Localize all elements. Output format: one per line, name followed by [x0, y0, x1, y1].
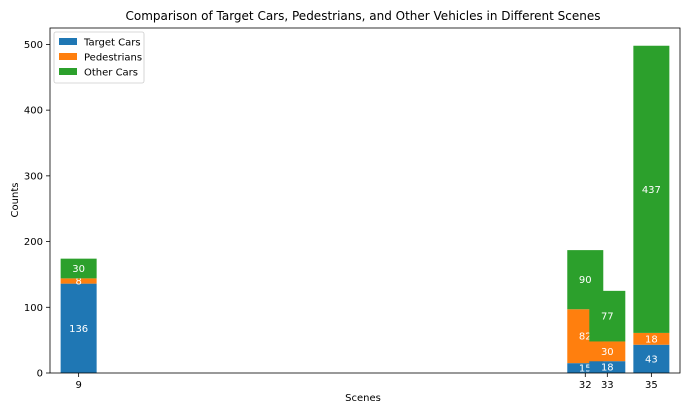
- x-tick-label: 32: [579, 380, 592, 391]
- x-tick-label: 35: [645, 380, 658, 391]
- x-axis-title: Scenes: [345, 393, 381, 404]
- data-label-target-cars-33: 18: [601, 363, 614, 374]
- legend: Target Cars Pedestrians Other Cars: [53, 31, 145, 84]
- legend-label-other-cars: Other Cars: [84, 68, 138, 79]
- bar-pedestrians-35: [633, 332, 670, 345]
- y-axis-title: Counts: [10, 183, 21, 218]
- bar-other-cars-35: [633, 45, 670, 333]
- y-tick-label: 100: [24, 303, 43, 314]
- legend-label-target-cars: Target Cars: [83, 38, 141, 49]
- y-tick-label: 500: [24, 40, 43, 51]
- y-tick-label: 0: [37, 369, 43, 380]
- bar-target-cars-9: [60, 283, 97, 373]
- bars-layer: 136 8 30 15 82 90 18 30 77 43 18 437: [60, 45, 670, 375]
- data-label-pedestrians-9: 8: [75, 277, 81, 288]
- plot-frame: [49, 27, 681, 374]
- legend-swatch-pedestrians: [59, 53, 77, 60]
- bar-other-cars-33: [589, 290, 626, 342]
- axes-layer: 0 100 200 300 400 500 9 32 33 35: [24, 27, 681, 391]
- y-tick-label: 200: [24, 237, 43, 248]
- y-tick-label: 300: [24, 171, 43, 182]
- data-label-other-cars-35: 437: [642, 185, 661, 196]
- data-label-target-cars-9: 136: [69, 324, 88, 335]
- data-label-pedestrians-32: 82: [579, 332, 592, 343]
- legend-label-pedestrians: Pedestrians: [84, 53, 142, 64]
- data-label-other-cars-9: 30: [72, 264, 85, 275]
- bar-target-cars-33: [589, 361, 626, 373]
- x-tick-label: 33: [601, 380, 614, 391]
- bar-pedestrians-9: [60, 278, 97, 284]
- data-label-other-cars-32: 90: [579, 275, 592, 286]
- data-label-target-cars-35: 43: [645, 354, 658, 365]
- data-label-other-cars-33: 77: [601, 312, 614, 323]
- bar-pedestrians-33: [589, 341, 626, 362]
- y-tick-label: 400: [24, 106, 43, 117]
- data-label-target-cars-32: 15: [579, 364, 592, 375]
- data-label-pedestrians-33: 30: [601, 347, 614, 358]
- bar-target-cars-32: [567, 363, 604, 373]
- bar-other-cars-9: [60, 258, 97, 279]
- data-label-pedestrians-35: 18: [645, 334, 658, 345]
- legend-swatch-other-cars: [59, 68, 77, 75]
- x-tick-label: 9: [75, 380, 81, 391]
- bar-target-cars-35: [633, 344, 670, 373]
- chart-title: Comparison of Target Cars, Pedestrians, …: [125, 9, 600, 23]
- legend-swatch-target-cars: [59, 38, 77, 45]
